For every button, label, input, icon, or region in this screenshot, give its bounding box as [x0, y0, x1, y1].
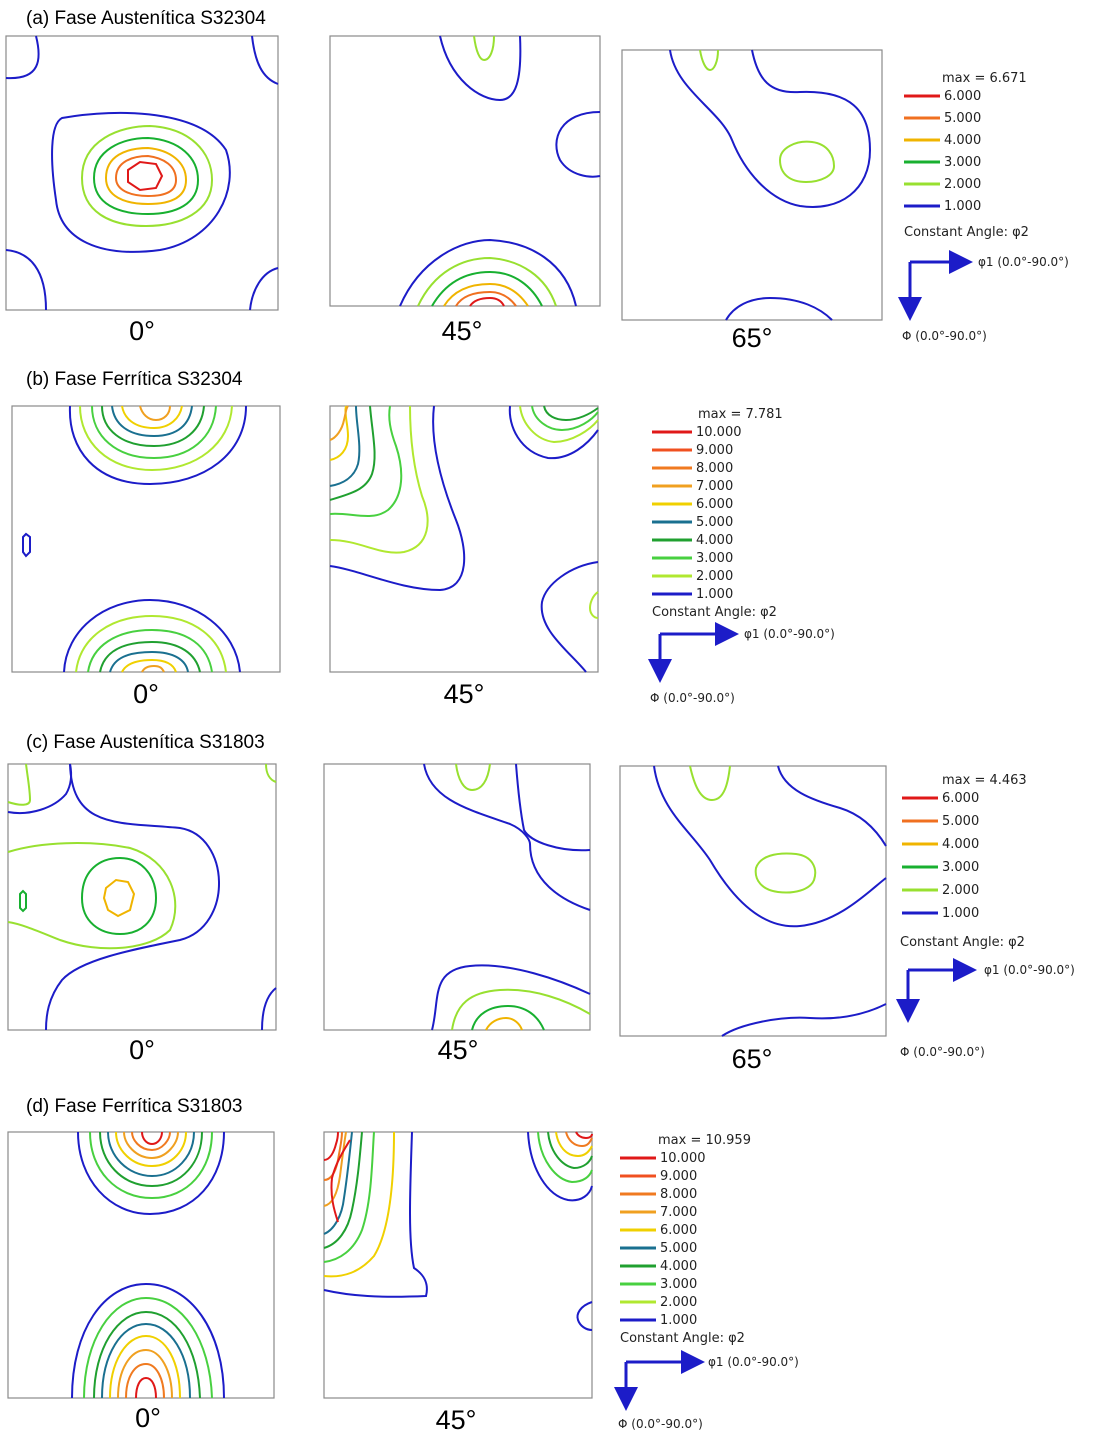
angle-label-d-0: 0°	[135, 1403, 161, 1433]
legend-a-constant-angle: Constant Angle: φ2	[904, 225, 1029, 240]
legend-a-max: max = 6.671	[942, 71, 1027, 86]
angle-label-c-0: 0°	[129, 1035, 155, 1065]
legend-b: max = 7.781 10.000 9.000 8.000 7.000 6.000 5.…	[648, 407, 835, 705]
legend-d-level-label: 10.000	[660, 1151, 706, 1166]
odf-panel-b-45deg	[329, 405, 599, 673]
legend-c-level-label: 6.000	[942, 791, 979, 806]
section-c-title: (c) Fase Austenítica S31803	[26, 732, 265, 753]
legend-c-level-label: 2.000	[942, 883, 979, 898]
section-d-title: (d) Fase Ferrítica S31803	[26, 1096, 242, 1117]
legend-d-level-label: 3.000	[660, 1277, 697, 1292]
legend-b-levels: 10.000 9.000 8.000 7.000 6.000 5.000 4.000 3.00…	[652, 425, 742, 602]
legend-b-level-label: 1.000	[696, 587, 733, 602]
legend-a-level-label: 6.000	[944, 89, 981, 104]
legend-d-level-label: 2.000	[660, 1295, 697, 1310]
legend-a-levels: 6.000 5.000 4.000 3.000 2.000 1.000	[904, 89, 981, 214]
legend-d: max = 10.959 10.000 9.000 8.000 7.000 6.000 5…	[614, 1133, 799, 1431]
legend-b-level-label: 4.000	[696, 533, 733, 548]
legend-d-level-label: 9.000	[660, 1169, 697, 1184]
legend-b-level-label: 7.000	[696, 479, 733, 494]
legend-b-level-label: 2.000	[696, 569, 733, 584]
legend-c: max = 4.463 6.000 5.000 4.000 3.000 2.000 1.0…	[896, 773, 1075, 1059]
angle-label-c-65: 65°	[732, 1044, 773, 1074]
legend-a-level-label: 2.000	[944, 177, 981, 192]
odf-panel-a-45deg	[329, 35, 601, 307]
section-c: (c) Fase Austenítica S31803 0°	[7, 732, 1075, 1074]
legend-d-level-label: 7.000	[660, 1205, 697, 1220]
section-a-title: (a) Fase Austenítica S32304	[26, 8, 266, 29]
legend-c-level-label: 1.000	[942, 906, 979, 921]
angle-label-b-0: 0°	[133, 679, 159, 709]
legend-a-Phi-label: Φ (0.0°-90.0°)	[902, 329, 987, 343]
legend-a-phi1-label: φ1 (0.0°-90.0°)	[978, 255, 1069, 269]
legend-b-Phi-label: Φ (0.0°-90.0°)	[650, 691, 735, 705]
legend-d-level-label: 8.000	[660, 1187, 697, 1202]
odf-panel-a-0deg	[5, 35, 279, 311]
legend-b-constant-angle: Constant Angle: φ2	[652, 605, 777, 620]
section-d: (d) Fase Ferrítica S31803 0°	[7, 1096, 799, 1435]
legend-a: max = 6.671 6.000 5.000 4.000 3.000 2.000 1.0…	[898, 71, 1069, 343]
legend-c-Phi-label: Φ (0.0°-90.0°)	[900, 1045, 985, 1059]
legend-c-levels: 6.000 5.000 4.000 3.000 2.000 1.000	[902, 791, 979, 921]
angle-label-a-0: 0°	[129, 316, 155, 346]
legend-a-level-label: 1.000	[944, 199, 981, 214]
legend-d-Phi-label: Φ (0.0°-90.0°)	[618, 1417, 703, 1431]
angle-label-b-45: 45°	[444, 679, 485, 709]
legend-d-levels: 10.000 9.000 8.000 7.000 6.000 5.000 4.000 3.00…	[620, 1151, 706, 1328]
legend-b-level-label: 3.000	[696, 551, 733, 566]
angle-label-a-45: 45°	[442, 316, 483, 346]
legend-c-level-label: 4.000	[942, 837, 979, 852]
odf-panel-c-45deg	[323, 763, 591, 1031]
legend-b-level-label: 9.000	[696, 443, 733, 458]
legend-c-phi1-label: φ1 (0.0°-90.0°)	[984, 963, 1075, 977]
legend-b-level-label: 5.000	[696, 515, 733, 530]
legend-d-constant-angle: Constant Angle: φ2	[620, 1331, 745, 1346]
legend-c-level-label: 3.000	[942, 860, 979, 875]
legend-a-level-label: 5.000	[944, 111, 981, 126]
legend-b-phi1-label: φ1 (0.0°-90.0°)	[744, 627, 835, 641]
angle-label-c-45: 45°	[438, 1035, 479, 1065]
legend-d-level-label: 6.000	[660, 1223, 697, 1238]
section-b-title: (b) Fase Ferrítica S32304	[26, 369, 243, 390]
legend-a-level-label: 4.000	[944, 133, 981, 148]
legend-b-max: max = 7.781	[698, 407, 783, 422]
legend-a-level-label: 3.000	[944, 155, 981, 170]
legend-c-max: max = 4.463	[942, 773, 1027, 788]
legend-d-level-label: 5.000	[660, 1241, 697, 1256]
section-a: (a) Fase Austenítica S32304 0°	[5, 8, 1069, 353]
legend-b-level-label: 10.000	[696, 425, 742, 440]
angle-label-d-45: 45°	[436, 1405, 477, 1435]
angle-label-a-65: 65°	[732, 323, 773, 353]
legend-d-max: max = 10.959	[658, 1133, 751, 1148]
legend-b-level-label: 8.000	[696, 461, 733, 476]
legend-c-level-label: 5.000	[942, 814, 979, 829]
odf-panel-d-45deg	[323, 1131, 593, 1399]
legend-d-level-label: 4.000	[660, 1259, 697, 1274]
odf-panel-a-65deg	[621, 49, 883, 321]
legend-c-constant-angle: Constant Angle: φ2	[900, 935, 1025, 950]
odf-panel-c-0deg	[7, 763, 277, 1031]
legend-d-level-label: 1.000	[660, 1313, 697, 1328]
odf-panel-c-65deg	[619, 765, 887, 1037]
section-b: (b) Fase Ferrítica S32304 0°	[11, 369, 835, 709]
odf-panel-d-0deg	[7, 1131, 275, 1399]
odf-panel-b-0deg	[11, 405, 281, 673]
legend-b-level-label: 6.000	[696, 497, 733, 512]
legend-d-phi1-label: φ1 (0.0°-90.0°)	[708, 1355, 799, 1369]
